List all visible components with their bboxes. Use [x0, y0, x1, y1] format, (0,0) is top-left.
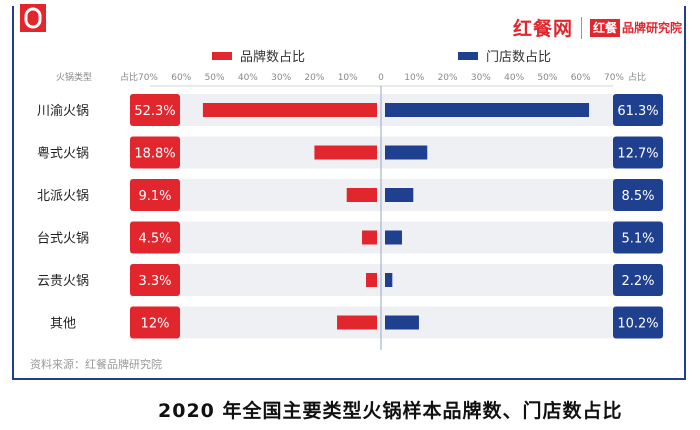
tick-label-right: 30%: [471, 73, 491, 83]
brand-bar: [362, 230, 377, 245]
store-value-box: [613, 306, 663, 339]
store-value-label: 5.1%: [621, 232, 654, 247]
tick-label-left: 40%: [238, 73, 258, 83]
store-value-box: [613, 179, 663, 211]
store-bar: [385, 188, 414, 202]
chart-frame: [12, 6, 686, 380]
store-bar: [385, 315, 419, 330]
legend-brand-swatch: [212, 51, 232, 60]
store-value-label: 2.2%: [621, 274, 654, 289]
legend-store: 门店数占比: [458, 46, 551, 65]
brand-value-label: 12%: [141, 317, 170, 332]
percent-header-right: 占比: [628, 71, 646, 83]
brand-bar: [202, 103, 377, 117]
brand-research: 红餐 品牌研究院: [589, 18, 682, 37]
brand-value-box: [130, 94, 180, 126]
category-label: 北派火锅: [37, 188, 89, 204]
brand-bar: [366, 273, 377, 287]
category-header: 火锅类型: [56, 71, 92, 83]
brand-value-box: [130, 221, 180, 254]
legend-brand: 品牌数占比: [212, 46, 305, 65]
store-value-box: [613, 94, 663, 126]
brand-bar: [314, 145, 377, 160]
tick-label-right: 50%: [537, 73, 557, 83]
source-note: 资料来源：红餐品牌研究院: [30, 358, 162, 371]
tick-label-left: 60%: [171, 73, 191, 83]
store-value-box: [613, 264, 663, 296]
tick-label-left: 10%: [338, 73, 358, 83]
store-bar: [385, 230, 402, 245]
brand-name: 红餐网: [512, 18, 573, 40]
store-value-box: [613, 136, 663, 169]
legend-store-swatch: [458, 51, 478, 60]
category-label: 其他: [50, 317, 76, 332]
brand-divider: [580, 16, 582, 39]
brand-value-box: [130, 264, 180, 296]
store-bar: [385, 103, 590, 117]
store-value-label: 12.7%: [617, 147, 658, 162]
brand-header: 红餐网 红餐 品牌研究院: [513, 14, 682, 41]
red-bracket-logo-icon: [20, 4, 46, 32]
tick-label-right: 20%: [438, 73, 458, 83]
tick-label-left: 20%: [304, 73, 324, 83]
store-value-label: 10.2%: [617, 317, 658, 332]
brand-badge: 红餐: [589, 18, 620, 37]
store-value-box: [613, 221, 663, 254]
percent-header-left: 占比: [120, 71, 138, 83]
chart-title: 2020 年全国主要类型火锅样本品牌数、门店数占比: [158, 400, 623, 422]
brand-value-box: [130, 179, 180, 211]
brand-value-box: [130, 306, 180, 339]
brand-subtitle: 品牌研究院: [621, 21, 682, 35]
tick-label-right: 60%: [571, 73, 591, 83]
store-value-label: 61.3%: [617, 104, 658, 119]
tick-label-left: 70%: [138, 73, 158, 83]
brand-value-label: 52.3%: [134, 104, 175, 119]
category-label: 云贵火锅: [37, 273, 89, 289]
brand-value-box: [130, 136, 180, 169]
brand-value-label: 3.3%: [138, 274, 171, 289]
store-bar: [385, 145, 428, 160]
tick-label-left: 30%: [271, 73, 291, 83]
brand-value-label: 18.8%: [134, 147, 175, 162]
tick-label-right: 40%: [504, 73, 524, 83]
category-label: 台式火锅: [37, 231, 89, 247]
tick-label-left: 50%: [205, 73, 225, 83]
legend-store-label: 门店数占比: [486, 50, 552, 65]
brand-value-label: 9.1%: [138, 189, 171, 204]
brand-value-label: 4.5%: [138, 232, 171, 247]
tick-label-right: 10%: [404, 73, 424, 83]
brand-bar: [346, 188, 377, 202]
brand-bar: [337, 315, 377, 330]
category-label: 川渝火锅: [37, 103, 89, 119]
category-label: 粤式火锅: [37, 146, 89, 162]
legend-brand-label: 品牌数占比: [240, 50, 306, 65]
row-background: [130, 264, 663, 296]
store-bar: [385, 273, 393, 287]
tick-label-right: 70%: [604, 73, 624, 83]
store-value-label: 8.5%: [621, 189, 654, 204]
tick-label-left: 0: [378, 73, 384, 83]
